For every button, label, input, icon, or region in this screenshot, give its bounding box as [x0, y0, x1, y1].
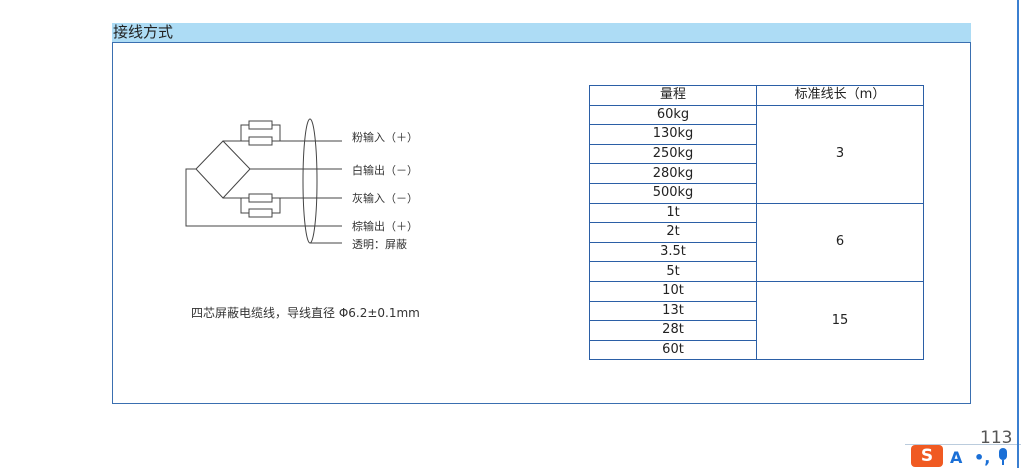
range-cell: 1t [589, 202, 757, 224]
range-cell: 60kg [589, 104, 757, 126]
content-box [112, 42, 971, 404]
wire-label: 棕输出（＋） [352, 220, 418, 233]
table-row: 10t 15 [589, 280, 924, 361]
range-cell: 28t [589, 320, 757, 341]
microphone-icon[interactable] [999, 448, 1007, 460]
cable-caption: 四芯屏蔽电缆线，导线直径 Φ6.2±0.1mm [191, 306, 420, 320]
section-title: 接线方式 [113, 23, 174, 41]
range-cell: 2t [589, 222, 757, 243]
table-row: 1t 6 [589, 202, 924, 282]
wire-label: 粉输入（＋） [352, 131, 418, 144]
range-cell: 250kg [589, 143, 757, 165]
length-cell: 6 [756, 202, 924, 282]
section-header: 接线方式 [112, 23, 971, 42]
length-cell: 15 [756, 280, 924, 361]
range-cell: 500kg [589, 182, 757, 204]
range-cell: 3.5t [589, 241, 757, 263]
microphone-stand [1002, 460, 1004, 465]
range-cell: 130kg [589, 124, 757, 145]
table-row: 500kg [589, 182, 924, 204]
table-header-row: 量程 标准线长（m） [589, 85, 924, 106]
spec-table: 量程 标准线长（m） 60kg 3 130kg 250kg 280kg 500kg 1t 6 2t 3… [589, 85, 924, 361]
wire-label: 透明：屏蔽 [352, 238, 407, 251]
header-cell: 量程 [589, 85, 757, 106]
range-cell: 5t [589, 261, 757, 282]
ime-punct[interactable]: •, [974, 448, 991, 467]
range-cell: 10t [589, 280, 757, 302]
divider [905, 444, 1021, 445]
header-cell: 标准线长（m） [756, 85, 924, 106]
length-cell: 3 [756, 104, 924, 204]
wire-label: 白输出（－） [352, 164, 418, 177]
page-number: 113 [980, 428, 1013, 448]
wire-label: 灰输入（－） [352, 192, 418, 205]
shield [302, 118, 318, 244]
ime-mode[interactable]: A [950, 448, 963, 467]
ime-logo[interactable]: S [911, 445, 943, 467]
range-cell: 13t [589, 300, 757, 322]
bridge [195, 140, 251, 199]
table-row: 60t [589, 339, 924, 361]
range-cell: 60t [589, 339, 757, 361]
scrollbar-edge [1017, 0, 1019, 468]
table-row: 60kg 3 [589, 104, 924, 204]
range-cell: 280kg [589, 163, 757, 184]
